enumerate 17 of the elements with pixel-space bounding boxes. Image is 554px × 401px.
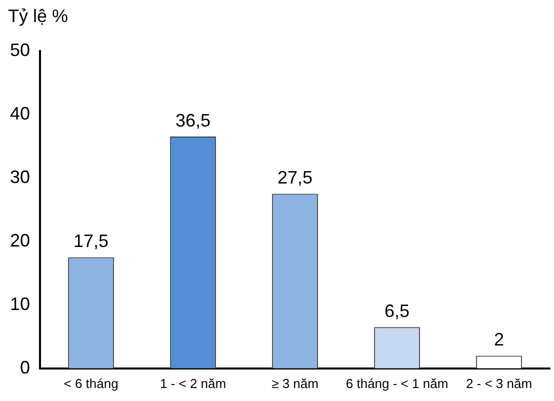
x-tick-label: 1 - < 2 năm (160, 376, 226, 391)
y-tick-label: 30 (10, 166, 30, 187)
data-label: 2 (494, 330, 504, 350)
x-tick-label: < 6 tháng (64, 376, 118, 391)
y-tick-label: 40 (10, 103, 30, 124)
data-label: 27,5 (277, 168, 313, 188)
data-label: 36,5 (175, 110, 211, 131)
x-tick-label: 2 - < 3 năm (466, 376, 532, 391)
y-tick-label: 20 (10, 230, 30, 250)
y-axis-title: Tỷ lệ % (8, 6, 68, 27)
y-tick-label: 0 (20, 357, 30, 378)
y-tick-label: 50 (10, 40, 30, 60)
x-tick-label: ≥ 3 năm (272, 376, 318, 391)
y-tick-label: 10 (10, 294, 30, 314)
data-label: 6,5 (384, 301, 410, 322)
x-tick-label: 6 tháng - < 1 năm (346, 376, 448, 391)
data-label: 17,5 (73, 231, 109, 252)
